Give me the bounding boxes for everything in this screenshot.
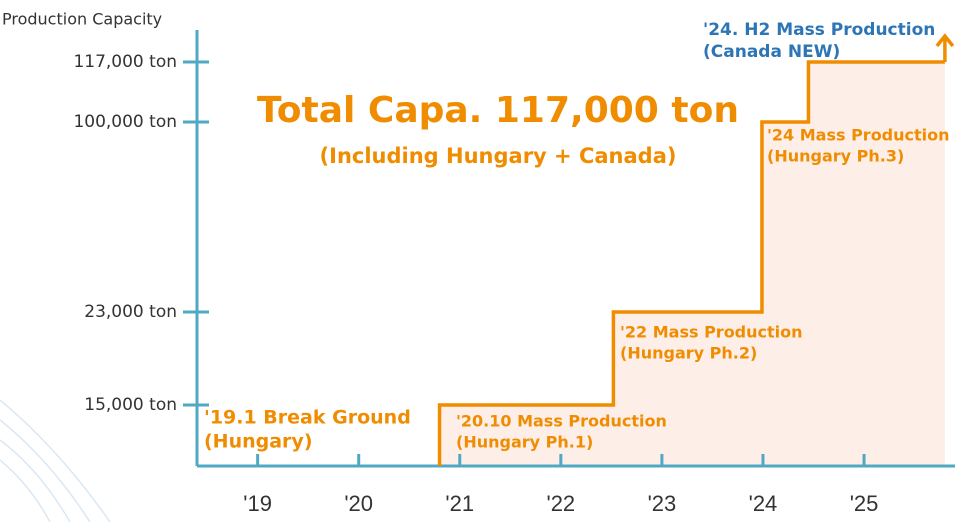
step-line [437,60,945,466]
annotation: (Hungary) [204,431,313,453]
decor-curve [0,419,91,523]
annotation: '24 Mass Production [767,126,950,145]
y-tick-label: 15,000 ton [84,395,177,415]
annotation: '20.10 Mass Production [456,412,667,431]
annotation: (Canada NEW) [703,42,840,62]
chart-subtitle: (Including Hungary + Canada) [320,144,677,168]
x-tick-label: '21 [445,491,474,516]
x-tick-label: '23 [648,491,677,516]
y-tick-label: 100,000 ton [73,112,177,132]
y-tick-label: 23,000 ton [84,302,177,322]
chart-title: Total Capa. 117,000 ton [257,90,739,131]
x-tick-label: '22 [547,491,576,516]
decor-curve [0,439,71,523]
x-tick-label: '20 [344,491,373,516]
decor-curve [0,399,111,523]
annotation: (Hungary Ph.2) [620,344,757,363]
arrow [935,33,955,62]
annotation: '19.1 Break Ground [204,407,411,429]
decor [0,399,111,523]
x-tick-label: '19 [243,491,272,516]
annotation: '22 Mass Production [620,323,803,342]
annotation: (Hungary Ph.3) [767,147,904,166]
annotation: '24. H2 Mass Production [703,20,935,40]
x-tick-label: '24 [749,491,778,516]
y-axis-label: Production Capacity [2,10,162,29]
decor-curve [0,459,51,523]
area [439,62,945,466]
annotation: (Hungary Ph.1) [456,433,593,452]
y-tick-label: 117,000 ton [73,52,177,72]
x-tick-label: '25 [850,491,879,516]
